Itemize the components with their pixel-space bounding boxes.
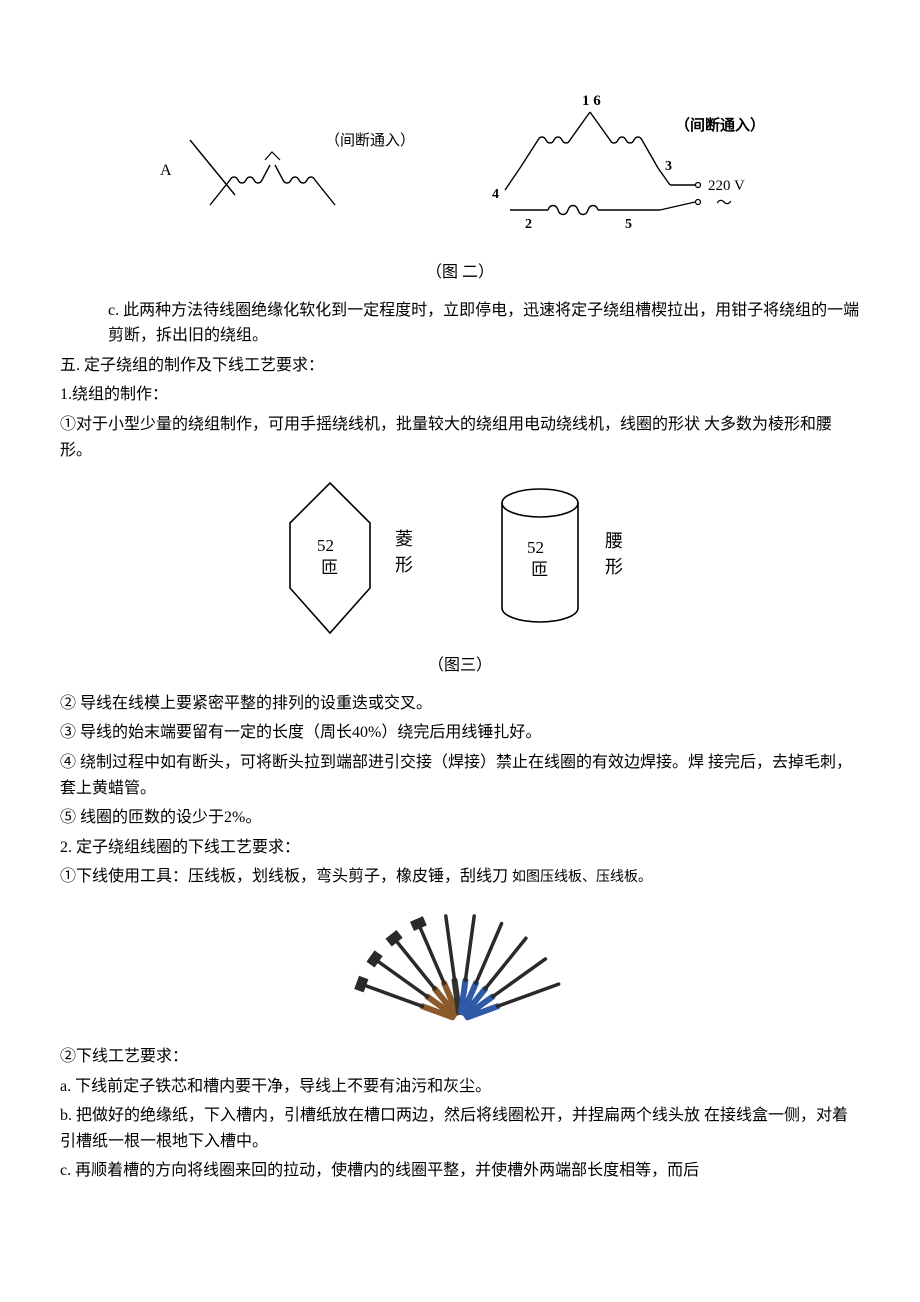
fig3-d-lb: 形 [395, 555, 413, 575]
tools-figure [60, 902, 860, 1032]
fig2-r-2: 2 [525, 217, 532, 232]
sec5-2-1a: ①下线使用工具：压线板，划线板，弯头剪子，橡皮锤，刮线刀 [60, 868, 512, 885]
fig3-d-la: 菱 [395, 529, 413, 549]
fig3-pill: 52 匝 腰 形 [485, 473, 645, 643]
fig2-r-4: 4 [492, 187, 499, 202]
fig2-left-annot: （间断通入） [325, 132, 410, 149]
fig2-r-5: 5 [625, 217, 632, 232]
fig3-p-lb: 形 [605, 557, 623, 577]
sec5-title: 五. 定子绕组的制作及下线工艺要求： [60, 353, 860, 379]
fig2-r-tilde: ～ [716, 195, 732, 212]
fig3-diamond: 52 匝 菱 形 [275, 473, 425, 643]
fig2-r-top: 1 6 [582, 93, 601, 109]
sec5-2-2: ②下线工艺要求： [60, 1044, 860, 1070]
fig2-left-label-A: A [160, 162, 172, 179]
fig3-d-top: 52 [317, 536, 334, 555]
sec5-2-2b: b. 把做好的绝缘纸，下入槽内，引槽纸放在槽口两边，然后将线圈松开，并捏扁两个线… [60, 1103, 860, 1154]
sec5-1-3: ③ 导线的始末端要留有一定的长度（周长40%）绕完后用线锤扎好。 [60, 720, 860, 746]
fig3-d-bot: 匝 [321, 558, 338, 577]
figure-3-row: 52 匝 菱 形 52 匝 腰 形 [60, 473, 860, 643]
sec5-1-1: ①对于小型少量的绕组制作，可用手摇绕线机，批量较大的绕组用电动绕线机，线圈的形状… [60, 412, 860, 463]
fig3-p-la: 腰 [605, 531, 623, 551]
sec5-1-5: ⑤ 线圈的匝数的设少于2%。 [60, 805, 860, 831]
tools-svg [320, 902, 600, 1032]
fig3-p-bot: 匝 [531, 560, 548, 579]
fig2-caption: （图 二） [60, 260, 860, 286]
sec5-2-2c: c. 再顺着槽的方向将线圈来回的拉动，使槽内的线圈平整，并使槽外两端部长度相等，… [60, 1158, 860, 1184]
sec5-2-1: ①下线使用工具：压线板，划线板，弯头剪子，橡皮锤，刮线刀 如图压线板、压线板。 [60, 864, 860, 890]
sec5-2-2a: a. 下线前定子铁芯和槽内要干净，导线上不要有油污和灰尘。 [60, 1074, 860, 1100]
fig2-r-volt: 220 V [708, 178, 745, 194]
figure-2-row: A （间断通入） 1 6 4 2 5 3 2 [60, 90, 860, 250]
sec5-2: 2. 定子绕组线圈的下线工艺要求： [60, 835, 860, 861]
text-c: c. 此两种方法待线圈绝缘化软化到一定程度时，立即停电，迅速将定子绕组槽楔拉出，… [60, 298, 860, 349]
sec5-1-2: ② 导线在线模上要紧密平整的排列的设重迭或交叉。 [60, 691, 860, 717]
sec5-1-4: ④ 绕制过程中如有断头，可将断头拉到端部进引交接（焊接）禁止在线圈的有效边焊接。… [60, 750, 860, 801]
fig2-r-3: 3 [665, 159, 672, 174]
fig2-r-annot: （间断通入） [675, 116, 765, 134]
fig2-left-diagram: A （间断通入） [150, 110, 410, 230]
sec5-1: 1.绕组的制作： [60, 382, 860, 408]
fig3-p-top: 52 [527, 538, 544, 557]
fig3-caption: （图三） [60, 653, 860, 679]
sec5-2-1b: 如图压线板、压线板。 [512, 870, 652, 885]
fig2-right-diagram: 1 6 4 2 5 3 220 V ～ （间断通入） [470, 90, 770, 250]
